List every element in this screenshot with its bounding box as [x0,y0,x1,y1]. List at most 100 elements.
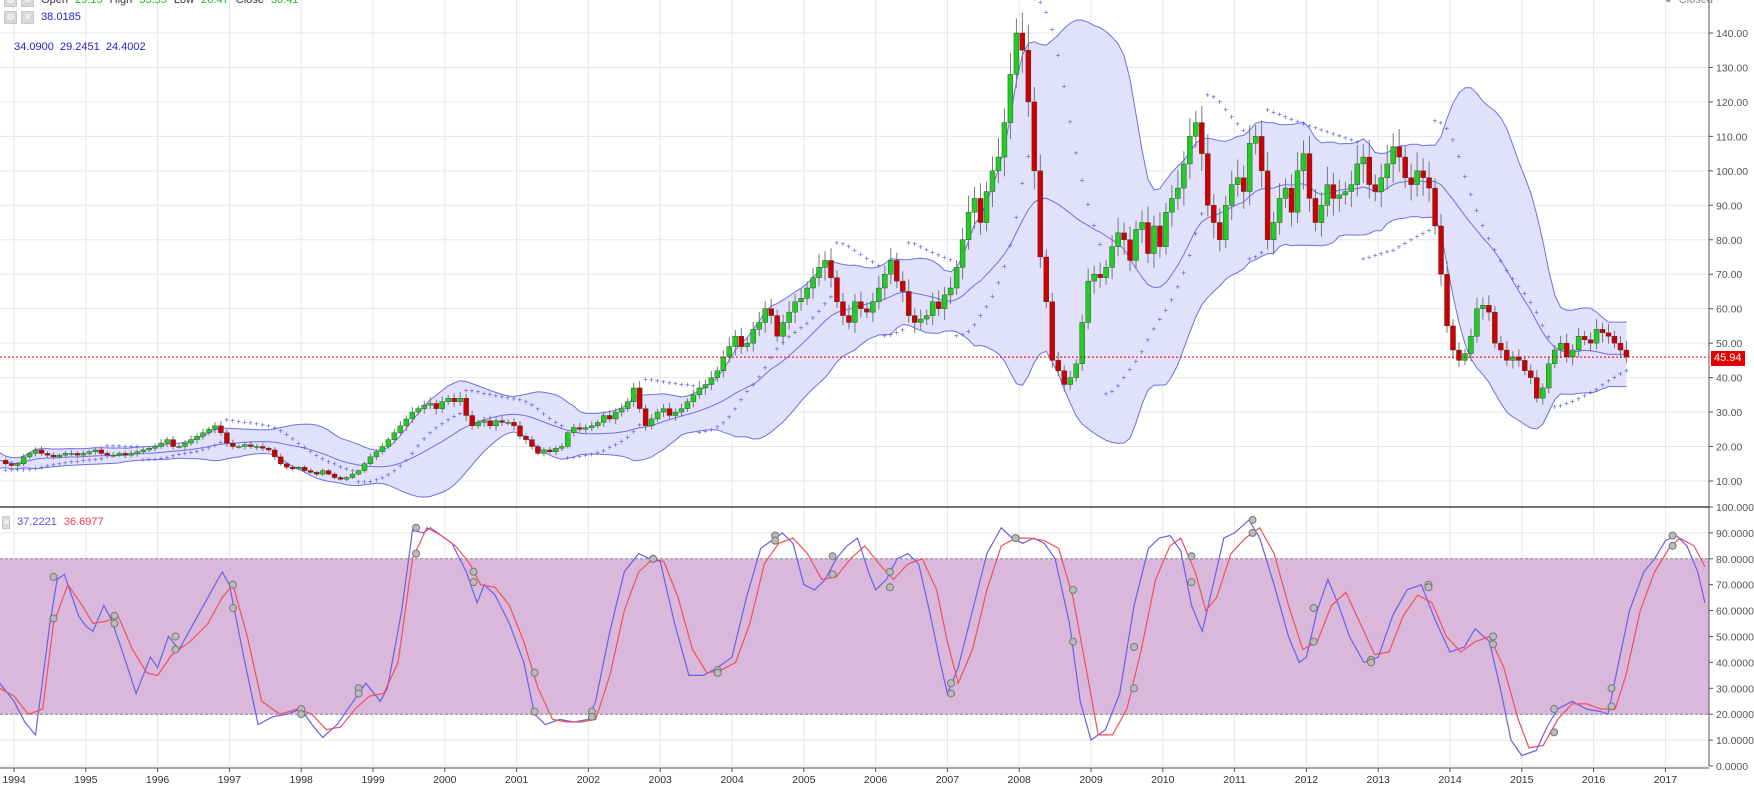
svg-text:+: + [1134,357,1139,366]
svg-text:70.0000: 70.0000 [1716,580,1754,592]
svg-text:+: + [1289,115,1294,124]
svg-text:+: + [189,448,194,457]
svg-text:2002: 2002 [577,774,601,786]
svg-text:+: + [242,418,247,427]
svg-text:+: + [685,381,690,390]
svg-text:2008: 2008 [1008,774,1032,786]
svg-text:+: + [1427,226,1432,235]
svg-text:2016: 2016 [1582,774,1606,786]
svg-text:+: + [751,380,756,389]
svg-text:110.00: 110.00 [1716,131,1747,143]
svg-text:+: + [1080,176,1085,185]
svg-text:10.00: 10.00 [1716,476,1742,488]
svg-text:+: + [3,466,8,475]
svg-text:+: + [99,454,104,463]
svg-text:+: + [954,332,959,341]
svg-text:+: + [57,460,62,469]
svg-text:+: + [523,398,528,407]
close-icon[interactable]: ✕ [2,516,11,529]
svg-text:2000: 2000 [433,774,457,786]
svg-text:+: + [1128,365,1133,374]
settings-icon[interactable]: ⚙ [4,0,17,7]
svg-text:+: + [183,449,188,458]
svg-text:+: + [302,443,307,452]
svg-text:+: + [488,390,493,399]
svg-text:+: + [212,441,217,450]
svg-text:+: + [75,457,80,466]
svg-text:+: + [1439,118,1444,127]
svg-text:+: + [517,396,522,405]
svg-text:+: + [500,392,505,401]
svg-text:+: + [703,427,708,436]
svg-text:+: + [1116,382,1121,391]
svg-text:+: + [200,445,205,454]
svg-text:+: + [966,327,971,336]
settings-icon[interactable]: ⚙ [4,11,17,24]
svg-text:+: + [565,454,570,463]
close-icon[interactable]: ✕ [21,0,34,7]
svg-text:+: + [1271,108,1276,117]
svg-text:2003: 2003 [649,774,673,786]
indicator1-legend: ⚙ ✕ 38.0185 [4,11,85,24]
svg-text:+: + [1546,332,1551,341]
svg-text:+: + [1331,130,1336,139]
svg-text:+: + [236,417,241,426]
svg-text:60.00: 60.00 [1716,304,1742,316]
svg-text:+: + [1253,253,1258,262]
svg-text:+: + [1474,206,1479,215]
svg-text:+: + [1187,251,1192,260]
svg-text:+: + [1062,82,1067,91]
svg-text:1996: 1996 [146,774,170,786]
svg-text:+: + [1241,126,1246,135]
svg-text:+: + [942,253,947,262]
svg-text:+: + [1403,239,1408,248]
svg-text:+: + [823,300,828,309]
svg-text:+: + [1145,335,1150,344]
svg-text:+: + [1337,132,1342,141]
svg-text:+: + [1247,255,1252,264]
svg-text:+: + [840,239,845,248]
svg-text:50.00: 50.00 [1716,338,1742,350]
svg-text:1994: 1994 [2,774,26,786]
svg-text:+: + [284,430,289,439]
svg-text:+: + [87,456,92,465]
svg-text:+: + [1606,377,1611,386]
svg-text:2009: 2009 [1079,774,1103,786]
svg-text:+: + [1534,308,1539,317]
svg-text:+: + [763,364,768,373]
close-icon[interactable]: ✕ [21,11,34,24]
svg-text:+: + [1391,246,1396,255]
svg-text:+: + [757,372,762,381]
svg-text:130.00: 130.00 [1716,62,1748,74]
stochastic-zone [0,558,1709,715]
parabolic-sar: + + + + + + + + + + + + + + + + + + + + + + + + + + + + + + + + + + + + + + + +… [3,0,1629,487]
svg-text:+: + [709,425,714,434]
svg-text:+: + [1319,126,1324,135]
svg-text:+: + [159,454,164,463]
svg-text:90.0000: 90.0000 [1716,528,1754,540]
svg-text:+: + [512,395,517,404]
svg-text:+: + [691,381,696,390]
svg-text:+: + [117,442,122,451]
svg-text:+: + [350,467,355,476]
svg-text:+: + [613,440,618,449]
svg-text:+: + [446,416,451,425]
svg-text:+: + [362,478,367,487]
svg-text:+: + [715,423,720,432]
svg-text:+: + [1283,113,1288,122]
svg-text:+: + [805,319,810,328]
svg-text:+: + [398,462,403,471]
stochastic-lines [0,515,1706,757]
svg-text:+: + [230,416,235,425]
svg-text:+: + [1528,298,1533,307]
svg-text:+: + [153,455,158,464]
market-status: ● Closed [1665,0,1717,6]
svg-text:2005: 2005 [792,774,816,786]
svg-text:+: + [787,333,792,342]
svg-text:+: + [595,449,600,458]
svg-text:+: + [619,437,624,446]
svg-text:+: + [129,442,134,451]
ohlc-legend: ⚙ ✕ Open 29.15 High 33.55 Low 26.47 Close… [4,0,302,7]
